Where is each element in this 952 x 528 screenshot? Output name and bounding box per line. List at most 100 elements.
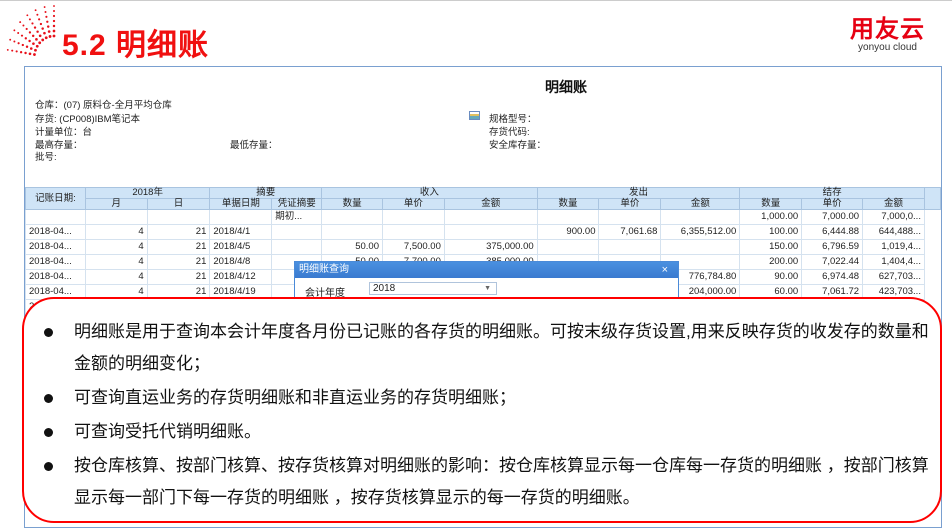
brand-dot [53,10,55,12]
bullet-icon [44,428,53,437]
table-cell: 4 [84,254,148,270]
brand-dot [52,29,56,33]
table-cell [209,209,273,225]
table-cell: 21 [146,269,211,285]
table-cell: 50.00 [321,239,383,255]
subheader-cell[interactable]: 单价 [598,198,662,210]
table-spacer [924,270,940,285]
subheader-cell[interactable]: 单据日期 [209,198,273,210]
brand-dot [20,34,24,37]
brand-dot [17,31,20,34]
table-row[interactable]: 2018-04... 4 21 2018/4/1 900.00 7,061.68 6,355… [25,224,941,240]
subheader-cell[interactable]: 金额 [443,198,538,210]
brand-dot [11,49,14,52]
brand-dots-icon [6,5,56,56]
table-cell: 2018/4/1 [209,224,273,240]
table-cell [84,209,148,225]
table-cell: 6,974.48 [801,269,864,285]
table-cell [536,239,600,255]
table-cell [598,239,662,255]
header-balance[interactable]: 结存 [739,187,925,199]
table-cell: 2018/4/5 [209,239,273,255]
table-cell: 7,000.00 [801,209,864,225]
calendar-icon[interactable] [469,111,480,120]
brand-dot [43,6,46,8]
bullet-list: 明细账是用于查询本会计年度各月份已记账的各存货的明细账。可按末级存货设置,用来反… [44,316,934,514]
subheader-cell[interactable]: 数量 [536,198,600,210]
table-cell: 90.00 [739,269,803,285]
table-cell: 627,703... [862,269,925,285]
table-cell: 100.00 [739,224,803,240]
table-cell: 6,796.59 [801,239,864,255]
brand-dot [21,43,24,47]
table-cell: 1,019,4... [862,239,925,255]
brand-dot [34,9,37,12]
subheader-cell[interactable]: 单价 [381,198,445,210]
dialog-title-bar[interactable]: 明细账查询 × [295,262,678,278]
table-cell: 7,061.68 [598,224,662,240]
table-cell [146,209,211,225]
table-cell [660,239,741,255]
subheader-cell[interactable]: 单价 [801,198,864,210]
brand-dot [44,10,47,13]
bullet-item: 按仓库核算、按部门核算、按存货核算对明细账的影响：按仓库核算显示每一仓库每一存货… [44,450,934,514]
header-date[interactable]: 记账日期: [25,187,86,210]
header-summary[interactable]: 摘要 [209,187,323,199]
brand-dot [48,35,52,38]
table-cell: 21 [146,224,211,240]
subheader-cell[interactable]: 金额 [862,198,925,210]
brand-dot [24,51,27,55]
fiscal-year-select[interactable]: 2018 ▼ [369,282,497,295]
table-cell: 644,488... [862,224,925,240]
brand-dot [15,50,18,53]
brand-dot [44,36,48,40]
brand-dot [33,53,36,56]
fiscal-year-value: 2018 [373,283,396,294]
table-cell [321,224,383,240]
safety-stock-info: 安全库存量： [489,140,547,151]
table-cell: 2018-04... [25,239,86,255]
table-cell: 1,000.00 [739,209,803,225]
brand-dot [22,24,25,27]
subheader-cell[interactable]: 凭证摘要 [271,198,323,210]
table-row[interactable]: 2018-04... 4 21 2018/4/5 50.00 7,500.00 375,00… [25,239,941,255]
brand-dot [53,5,55,7]
brand-dot [28,52,32,56]
brand-dot [38,41,42,45]
table-spacer [924,240,940,255]
brand-dot [25,27,28,31]
min-stock-info: 最低存量： [230,140,278,151]
subheader-cell[interactable]: 月 [84,198,148,210]
table-cell [271,224,323,240]
close-icon[interactable]: × [661,264,668,276]
table-cell: 375,000.00 [443,239,538,255]
brand-dot [52,14,56,18]
brand-dot [29,47,33,50]
brand-dot [52,24,56,28]
subheader-cell[interactable]: 数量 [739,198,803,210]
bullet-icon [44,394,53,403]
bullet-item: 明细账是用于查询本会计年度各月份已记账的各存货的明细账。可按末级存货设置,用来反… [44,316,934,380]
subheader-cell[interactable]: 日 [146,198,211,210]
unit-info: 计量单位：台 [35,127,93,138]
table-cell [25,209,86,225]
table-cell [660,209,741,225]
header-in[interactable]: 收入 [321,187,538,199]
header-out[interactable]: 发出 [536,187,741,199]
table-row[interactable]: 期初... 1,000.00 7,000.00 7,000,0... [25,209,941,225]
chevron-down-icon[interactable]: ▼ [484,285,491,292]
brand-dot [35,38,38,41]
table-cell [536,209,600,225]
table-cell: 900.00 [536,224,600,240]
subheader-cell[interactable]: 金额 [660,198,741,210]
bullet-item: 可查询受托代销明细账。 [44,416,934,448]
brand-dot [39,22,43,26]
bullet-text: 可查询直运业务的存货明细账和非直运业务的存货明细账； [74,388,516,407]
brand-dot [26,14,29,17]
batch-info: 批号: [35,152,57,163]
header-year[interactable]: 2018年 [84,187,211,199]
brand-dot [52,34,56,38]
top-border [0,0,952,1]
subheader-cell[interactable]: 数量 [321,198,383,210]
brand-dot [28,39,31,43]
